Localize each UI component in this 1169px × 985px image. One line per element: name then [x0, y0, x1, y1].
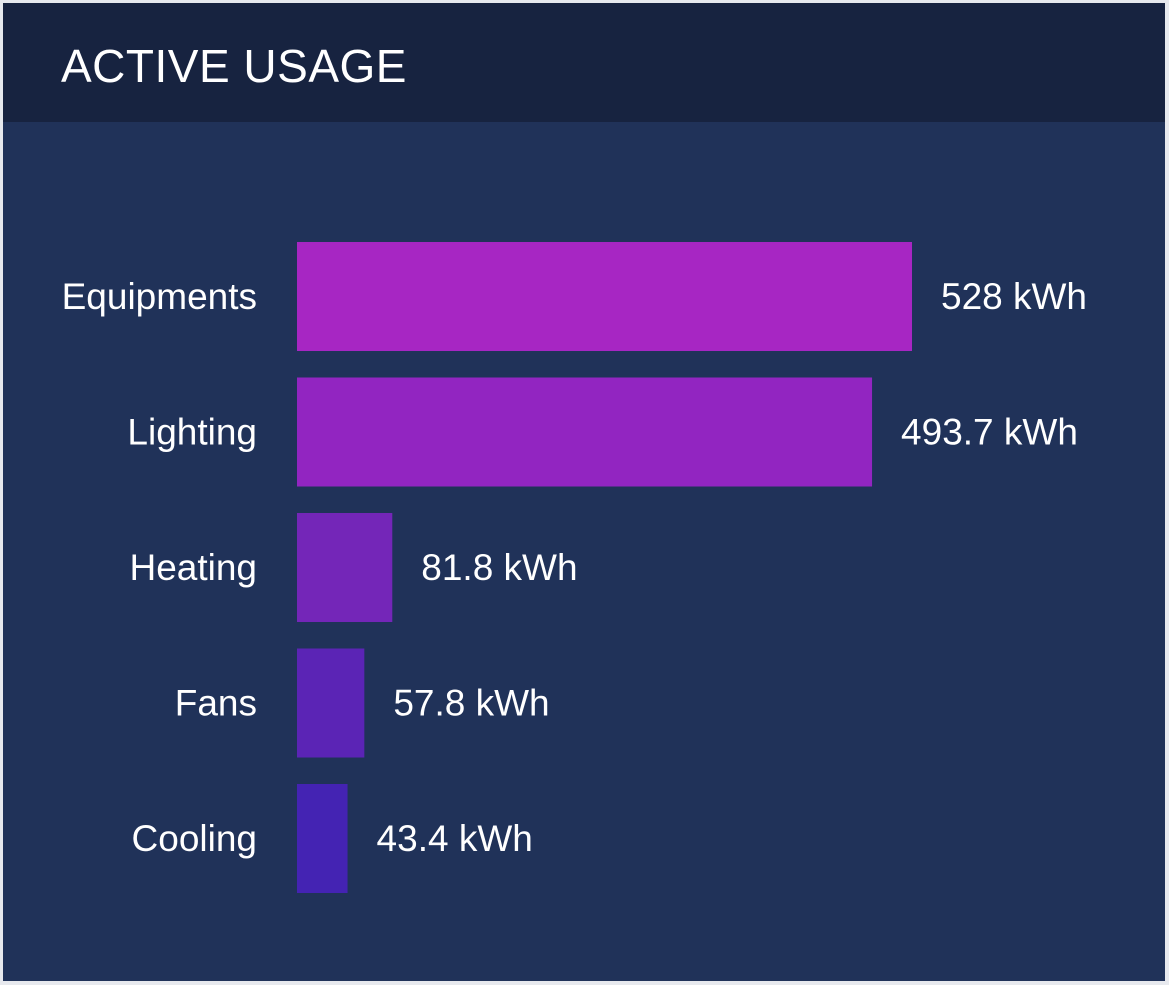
value-label-lighting: 493.7 kWh: [901, 412, 1078, 453]
category-label-heating: Heating: [129, 547, 257, 588]
value-label-cooling: 43.4 kWh: [377, 818, 533, 859]
category-label-lighting: Lighting: [127, 412, 257, 453]
active-usage-panel: ACTIVE USAGE Equipments 528 kWh Lighting 49…: [3, 3, 1165, 981]
value-label-equipments: 528 kWh: [941, 276, 1087, 317]
bar-cooling: [297, 784, 348, 893]
value-label-fans: 57.8 kWh: [393, 683, 549, 724]
bar-fans: [297, 648, 365, 758]
bar-equipments: [297, 242, 912, 351]
panel-title: ACTIVE USAGE: [61, 40, 407, 92]
category-label-equipments: Equipments: [62, 276, 257, 317]
bar-lighting: [297, 377, 873, 487]
value-label-heating: 81.8 kWh: [421, 547, 577, 588]
panel-header: ACTIVE USAGE: [3, 3, 1165, 122]
usage-bar-chart: Equipments 528 kWh Lighting 493.7 kWh Heatin…: [62, 242, 1087, 893]
bar-heating: [297, 513, 393, 622]
category-label-fans: Fans: [175, 683, 257, 724]
category-label-cooling: Cooling: [132, 818, 257, 859]
